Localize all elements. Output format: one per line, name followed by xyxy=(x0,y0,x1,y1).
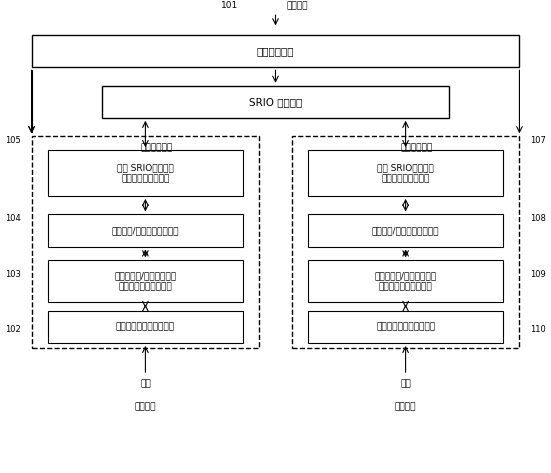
Text: 外网剥离/转换应用数据模块: 外网剥离/转换应用数据模块 xyxy=(372,226,439,235)
Bar xyxy=(31,35,520,67)
Bar xyxy=(102,86,449,118)
Text: 内网链路层数据处理模块: 内网链路层数据处理模块 xyxy=(116,323,175,332)
Text: 参数配置模块: 参数配置模块 xyxy=(257,46,294,56)
Text: 101: 101 xyxy=(222,1,239,10)
Text: 107: 107 xyxy=(530,136,546,145)
Text: 外网网络层/传输层数据处
理及安全策略控制模块: 外网网络层/传输层数据处 理及安全策略控制模块 xyxy=(375,271,436,291)
Text: 内网: 内网 xyxy=(140,380,151,389)
Text: 外网: 外网 xyxy=(400,380,411,389)
Bar xyxy=(48,150,243,196)
Text: 内网 SRIO数据组包
及传输方向控制模块: 内网 SRIO数据组包 及传输方向控制模块 xyxy=(117,163,174,183)
Text: 108: 108 xyxy=(530,214,546,223)
Bar xyxy=(48,214,243,246)
Text: 输入参数: 输入参数 xyxy=(287,1,308,10)
Text: 网络数据: 网络数据 xyxy=(134,403,156,412)
Text: 内网处理系统: 内网处理系统 xyxy=(141,143,173,152)
Text: 外网处理系统: 外网处理系统 xyxy=(401,143,433,152)
Bar xyxy=(292,136,520,348)
Bar xyxy=(48,311,243,343)
Bar xyxy=(308,150,503,196)
Text: 内网剥离/转换应用数据模块: 内网剥离/转换应用数据模块 xyxy=(112,226,179,235)
Text: 103: 103 xyxy=(5,270,21,279)
Text: 109: 109 xyxy=(530,270,546,279)
Text: 105: 105 xyxy=(5,136,21,145)
Text: SRIO 通信模块: SRIO 通信模块 xyxy=(249,97,302,107)
Text: 104: 104 xyxy=(5,214,21,223)
Bar xyxy=(308,260,503,302)
Text: 网络数据: 网络数据 xyxy=(395,403,417,412)
Bar xyxy=(48,260,243,302)
Bar xyxy=(308,214,503,246)
Bar xyxy=(308,311,503,343)
Text: 110: 110 xyxy=(530,324,546,333)
Text: 102: 102 xyxy=(5,324,21,333)
Text: 内网网络层/传输层数据处
理及安全策略控制模块: 内网网络层/传输层数据处 理及安全策略控制模块 xyxy=(115,271,176,291)
Bar xyxy=(31,136,259,348)
Text: 外网 SRIO数据组包
及传输方向控制模块: 外网 SRIO数据组包 及传输方向控制模块 xyxy=(377,163,434,183)
Text: 外网链路层数据处理模块: 外网链路层数据处理模块 xyxy=(376,323,435,332)
